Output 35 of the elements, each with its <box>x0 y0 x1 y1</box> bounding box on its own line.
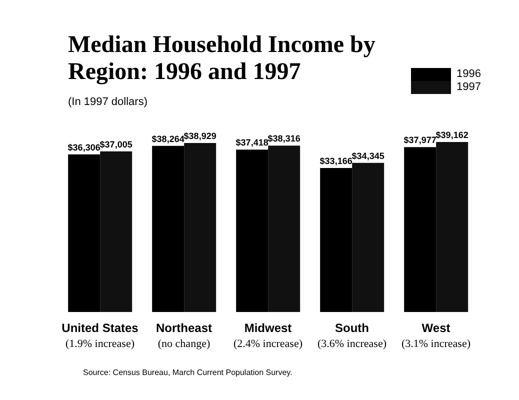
legend-label: 1996 <box>456 68 481 81</box>
bar <box>152 146 184 312</box>
text: (3.1% increase) <box>401 338 471 350</box>
data-label: $37,418 <box>236 138 268 148</box>
text: (3.6% increase) <box>317 338 387 350</box>
bar <box>436 142 468 312</box>
data-label: $37,005 <box>100 139 132 150</box>
bar <box>68 154 100 312</box>
bar <box>236 150 268 312</box>
bar <box>352 162 384 312</box>
data-label: $38,264 <box>152 134 184 144</box>
text: (2.4% increase) <box>233 338 303 350</box>
text: (no change) <box>158 338 210 350</box>
legend-label: 1997 <box>456 81 481 94</box>
data-label: $38,316 <box>268 134 300 144</box>
bar <box>268 146 300 312</box>
data-label: $37,977 <box>404 135 436 146</box>
data-label: $39,162 <box>436 130 468 140</box>
x-tick-label: Midwest <box>244 321 292 335</box>
data-label: $36,306 <box>68 142 100 152</box>
x-tick-label: Northeast <box>156 321 212 335</box>
data-label: $38,929 <box>184 131 216 142</box>
x-tick-label: West <box>422 321 450 335</box>
bar <box>100 151 132 312</box>
bar <box>320 168 352 312</box>
data-label: $33,166 <box>320 156 352 166</box>
chart-title: Median Household Income by Region: 1996 and 1997 <box>68 32 376 86</box>
bar <box>184 143 216 312</box>
chart-subtitle: (In 1997 dollars) <box>68 96 148 108</box>
data-label: $34,345 <box>352 150 384 161</box>
x-tick-label: South <box>335 321 369 335</box>
x-tick-label: United States <box>62 321 139 335</box>
text: (1.9% increase) <box>65 338 135 350</box>
bar <box>404 147 436 312</box>
source-note: Source: Census Bureau, March Current Population Survey. <box>83 368 292 377</box>
